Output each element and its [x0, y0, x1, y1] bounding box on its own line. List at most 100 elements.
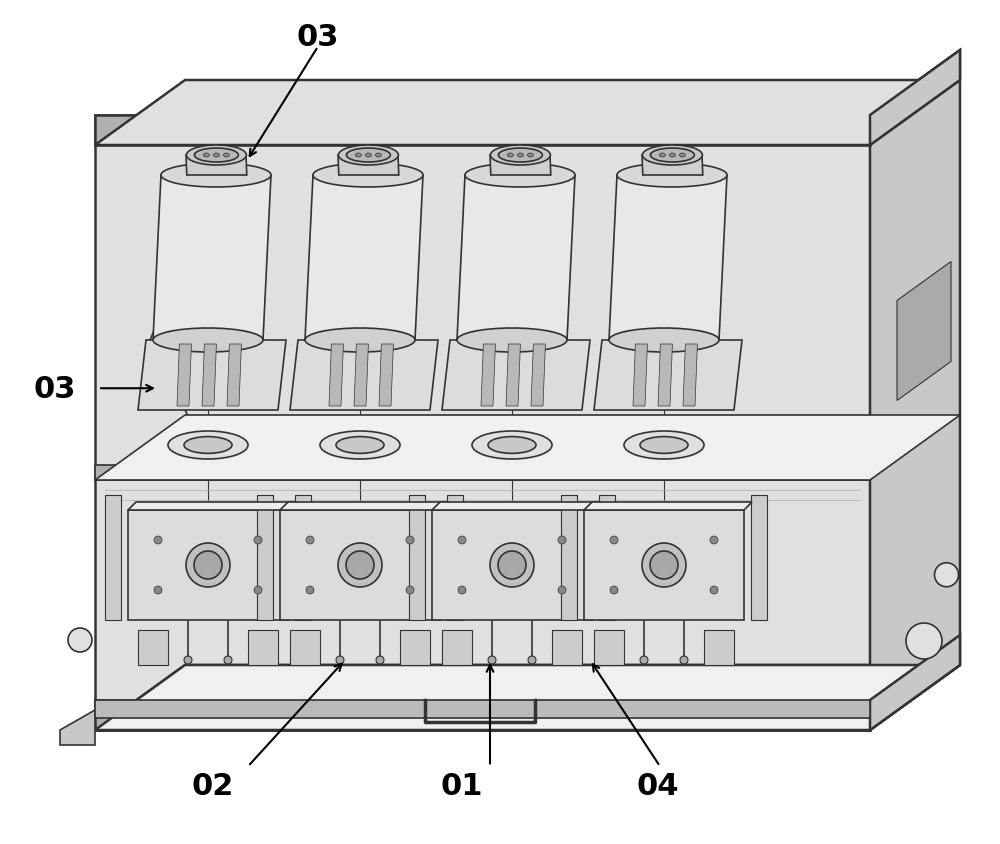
- Ellipse shape: [558, 536, 566, 544]
- Ellipse shape: [934, 563, 958, 587]
- Polygon shape: [128, 502, 296, 510]
- Polygon shape: [870, 635, 960, 730]
- Ellipse shape: [306, 586, 314, 594]
- Ellipse shape: [642, 543, 686, 587]
- Polygon shape: [290, 340, 438, 410]
- Ellipse shape: [320, 431, 400, 459]
- Polygon shape: [870, 50, 960, 730]
- Polygon shape: [379, 344, 393, 406]
- Ellipse shape: [458, 536, 466, 544]
- Polygon shape: [642, 155, 703, 175]
- Ellipse shape: [306, 536, 314, 544]
- Ellipse shape: [203, 153, 209, 157]
- Ellipse shape: [490, 543, 534, 587]
- Polygon shape: [432, 510, 592, 620]
- Ellipse shape: [659, 153, 665, 157]
- Ellipse shape: [161, 163, 271, 187]
- Ellipse shape: [154, 586, 162, 594]
- Polygon shape: [442, 340, 590, 410]
- Ellipse shape: [346, 551, 374, 579]
- Ellipse shape: [669, 153, 675, 157]
- Polygon shape: [95, 115, 870, 145]
- Polygon shape: [409, 495, 425, 620]
- Ellipse shape: [680, 656, 688, 664]
- Ellipse shape: [406, 536, 414, 544]
- Polygon shape: [95, 465, 870, 480]
- Polygon shape: [95, 665, 960, 730]
- Polygon shape: [153, 175, 271, 340]
- Polygon shape: [633, 344, 647, 406]
- Ellipse shape: [472, 431, 552, 459]
- Ellipse shape: [186, 145, 246, 165]
- Ellipse shape: [640, 656, 648, 664]
- Ellipse shape: [186, 543, 230, 587]
- Ellipse shape: [610, 586, 618, 594]
- Polygon shape: [138, 340, 286, 410]
- Text: 04: 04: [637, 772, 679, 801]
- Polygon shape: [186, 155, 247, 175]
- Ellipse shape: [610, 536, 618, 544]
- Polygon shape: [105, 495, 121, 620]
- Ellipse shape: [305, 328, 415, 352]
- Ellipse shape: [498, 148, 542, 162]
- Ellipse shape: [488, 436, 536, 453]
- Polygon shape: [658, 344, 672, 406]
- Ellipse shape: [376, 656, 384, 664]
- Polygon shape: [506, 344, 520, 406]
- Polygon shape: [400, 630, 430, 665]
- Polygon shape: [354, 344, 368, 406]
- Ellipse shape: [710, 586, 718, 594]
- Ellipse shape: [465, 163, 575, 187]
- Polygon shape: [227, 344, 241, 406]
- Ellipse shape: [488, 656, 496, 664]
- Ellipse shape: [194, 148, 238, 162]
- Ellipse shape: [527, 153, 533, 157]
- Ellipse shape: [223, 153, 229, 157]
- Ellipse shape: [224, 656, 232, 664]
- Polygon shape: [442, 630, 472, 665]
- Ellipse shape: [507, 153, 513, 157]
- Polygon shape: [531, 344, 545, 406]
- Polygon shape: [177, 344, 191, 406]
- Polygon shape: [599, 495, 615, 620]
- Polygon shape: [329, 344, 343, 406]
- Ellipse shape: [490, 145, 550, 165]
- Polygon shape: [751, 495, 767, 620]
- Polygon shape: [447, 495, 463, 620]
- Polygon shape: [481, 344, 495, 406]
- Ellipse shape: [640, 436, 688, 453]
- Ellipse shape: [609, 328, 719, 352]
- Ellipse shape: [528, 656, 536, 664]
- Ellipse shape: [642, 145, 702, 165]
- Ellipse shape: [68, 628, 92, 652]
- Ellipse shape: [254, 586, 262, 594]
- Polygon shape: [594, 340, 742, 410]
- Ellipse shape: [498, 551, 526, 579]
- Polygon shape: [95, 80, 960, 145]
- Text: 02: 02: [192, 772, 234, 801]
- Polygon shape: [280, 502, 448, 510]
- Ellipse shape: [168, 431, 248, 459]
- Polygon shape: [490, 155, 551, 175]
- Ellipse shape: [213, 153, 219, 157]
- Polygon shape: [138, 630, 168, 665]
- Ellipse shape: [346, 148, 390, 162]
- Ellipse shape: [338, 543, 382, 587]
- Ellipse shape: [517, 153, 523, 157]
- Ellipse shape: [457, 328, 567, 352]
- Ellipse shape: [153, 328, 263, 352]
- Polygon shape: [290, 630, 320, 665]
- Ellipse shape: [254, 536, 262, 544]
- Polygon shape: [202, 344, 216, 406]
- Ellipse shape: [365, 153, 371, 157]
- Polygon shape: [561, 495, 577, 620]
- Polygon shape: [248, 630, 278, 665]
- Text: 01: 01: [441, 772, 483, 801]
- Polygon shape: [280, 510, 440, 620]
- Ellipse shape: [650, 551, 678, 579]
- Polygon shape: [432, 502, 600, 510]
- Ellipse shape: [458, 586, 466, 594]
- Ellipse shape: [194, 551, 222, 579]
- Polygon shape: [95, 415, 960, 480]
- Polygon shape: [257, 495, 273, 620]
